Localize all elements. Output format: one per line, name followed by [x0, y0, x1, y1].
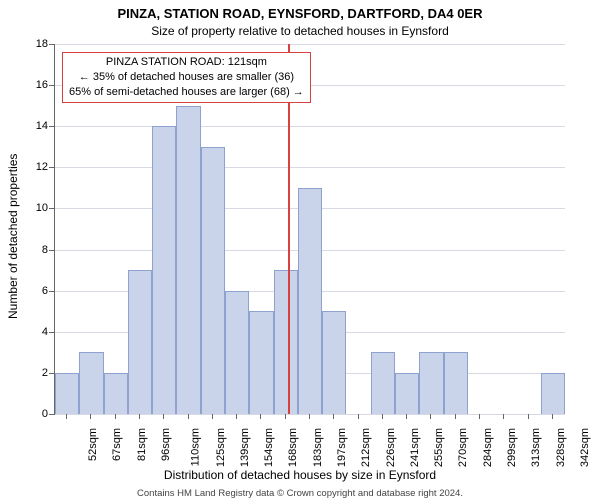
histogram-bar	[152, 126, 176, 414]
x-tick-label: 168sqm	[288, 428, 300, 467]
x-axis-label: Distribution of detached houses by size …	[0, 468, 600, 482]
x-tick-label: 96sqm	[160, 428, 172, 461]
annotation-box: PINZA STATION ROAD: 121sqm← 35% of detac…	[62, 52, 311, 103]
y-tick-label: 10	[18, 202, 48, 214]
x-tick-label: 154sqm	[263, 428, 275, 467]
x-tick-label: 197sqm	[336, 428, 348, 467]
x-tick-label: 313sqm	[530, 428, 542, 467]
y-tick-mark	[49, 85, 54, 86]
y-tick-label: 4	[18, 326, 48, 338]
x-tick-label: 284sqm	[482, 428, 494, 467]
histogram-bar	[371, 352, 395, 414]
grid-line	[55, 414, 565, 415]
y-tick-label: 18	[18, 38, 48, 50]
histogram-bar	[79, 352, 103, 414]
x-tick-label: 212sqm	[360, 428, 372, 467]
y-tick-mark	[49, 250, 54, 251]
x-tick-mark	[430, 414, 431, 419]
x-tick-mark	[406, 414, 407, 419]
histogram-bar	[128, 270, 152, 414]
x-tick-mark	[236, 414, 237, 419]
y-tick-mark	[49, 332, 54, 333]
x-tick-mark	[90, 414, 91, 419]
chart-container: PINZA, STATION ROAD, EYNSFORD, DARTFORD,…	[0, 0, 600, 500]
x-tick-label: 328sqm	[555, 428, 567, 467]
histogram-bar	[395, 373, 419, 414]
histogram-bar	[444, 352, 468, 414]
grid-line	[55, 167, 565, 168]
x-tick-mark	[139, 414, 140, 419]
x-tick-mark	[163, 414, 164, 419]
x-tick-label: 52sqm	[87, 428, 99, 461]
histogram-bar	[201, 147, 225, 414]
y-tick-label: 16	[18, 79, 48, 91]
x-tick-label: 125sqm	[215, 428, 227, 467]
x-tick-mark	[115, 414, 116, 419]
x-tick-mark	[455, 414, 456, 419]
histogram-bar	[298, 188, 322, 414]
x-tick-mark	[528, 414, 529, 419]
y-tick-mark	[49, 44, 54, 45]
x-tick-label: 241sqm	[409, 428, 421, 467]
x-tick-mark	[188, 414, 189, 419]
y-tick-label: 0	[18, 408, 48, 420]
histogram-bar	[541, 373, 565, 414]
y-tick-mark	[49, 414, 54, 415]
histogram-bar	[225, 291, 249, 414]
histogram-bar	[274, 270, 298, 414]
annotation-line-2: ← 35% of detached houses are smaller (36…	[69, 70, 304, 85]
x-tick-mark	[333, 414, 334, 419]
grid-line	[55, 126, 565, 127]
x-tick-mark	[503, 414, 504, 419]
x-tick-label: 270sqm	[458, 428, 470, 467]
annotation-line-3: 65% of semi-detached houses are larger (…	[69, 85, 304, 100]
y-tick-label: 12	[18, 161, 48, 173]
x-tick-label: 255sqm	[433, 428, 445, 467]
histogram-bar	[176, 106, 200, 414]
y-tick-label: 8	[18, 244, 48, 256]
x-tick-label: 67sqm	[111, 428, 123, 461]
histogram-bar	[55, 373, 79, 414]
histogram-bar	[104, 373, 128, 414]
histogram-bar	[419, 352, 443, 414]
chart-footer: Contains HM Land Registry data © Crown c…	[0, 488, 600, 500]
y-tick-label: 2	[18, 367, 48, 379]
x-tick-label: 299sqm	[506, 428, 518, 467]
histogram-bar	[249, 311, 273, 414]
x-tick-mark	[260, 414, 261, 419]
x-tick-mark	[552, 414, 553, 419]
chart-subtitle: Size of property relative to detached ho…	[0, 24, 600, 38]
y-tick-mark	[49, 291, 54, 292]
x-tick-mark	[66, 414, 67, 419]
x-tick-mark	[285, 414, 286, 419]
x-tick-mark	[212, 414, 213, 419]
x-tick-label: 81sqm	[136, 428, 148, 461]
x-tick-label: 226sqm	[385, 428, 397, 467]
y-tick-mark	[49, 126, 54, 127]
x-tick-label: 110sqm	[190, 428, 202, 466]
histogram-bar	[322, 311, 346, 414]
y-tick-label: 6	[18, 285, 48, 297]
x-tick-mark	[358, 414, 359, 419]
x-tick-mark	[479, 414, 480, 419]
y-tick-mark	[49, 373, 54, 374]
x-tick-mark	[382, 414, 383, 419]
annotation-line-1: PINZA STATION ROAD: 121sqm	[69, 55, 304, 70]
x-tick-mark	[309, 414, 310, 419]
chart-title: PINZA, STATION ROAD, EYNSFORD, DARTFORD,…	[0, 6, 600, 21]
y-tick-label: 14	[18, 120, 48, 132]
grid-line	[55, 44, 565, 45]
footer-line-1: Contains HM Land Registry data © Crown c…	[0, 488, 600, 500]
x-tick-label: 183sqm	[312, 428, 324, 467]
x-tick-label: 139sqm	[239, 428, 251, 467]
y-tick-mark	[49, 208, 54, 209]
y-tick-mark	[49, 167, 54, 168]
x-tick-label: 342sqm	[579, 428, 591, 467]
